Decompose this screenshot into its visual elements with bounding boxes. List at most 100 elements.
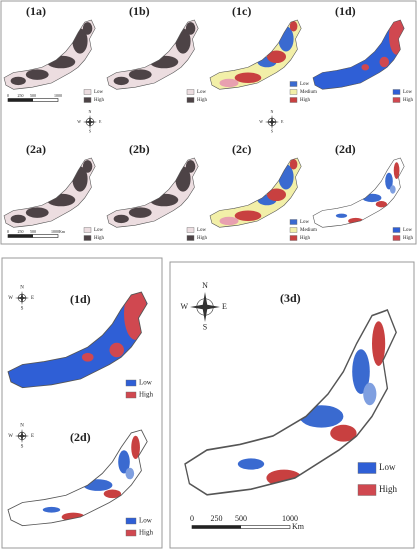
patch	[361, 64, 370, 71]
scale-bar-fill	[192, 525, 241, 529]
panel-label: (1a)	[26, 4, 46, 18]
legend-label: Low	[94, 90, 104, 95]
legend-label: Low	[94, 228, 104, 233]
legend-swatch	[289, 89, 298, 95]
patch	[237, 458, 265, 470]
scale-label: 250	[18, 229, 24, 234]
legend-label: High	[197, 98, 208, 103]
compass-letter: S	[271, 129, 273, 134]
legend-swatch	[83, 97, 92, 103]
patch	[125, 467, 135, 480]
scale-label: 0	[7, 93, 9, 98]
legend-label: Low	[197, 228, 207, 233]
patch	[330, 424, 357, 442]
scale-unit: Km	[292, 522, 305, 531]
legend-label: Low	[197, 90, 207, 95]
legend-swatch	[289, 227, 298, 233]
legend-swatch	[186, 97, 195, 103]
patch	[396, 20, 405, 29]
scale-label: 1000	[54, 93, 62, 98]
legend-label: Low	[403, 228, 413, 233]
legend-swatch	[289, 235, 298, 241]
region-map	[209, 157, 302, 228]
legend-swatch	[83, 235, 92, 241]
legend-swatch	[186, 89, 195, 95]
compass-star	[83, 115, 97, 129]
legend-swatch	[357, 484, 377, 496]
compass-letter: W	[259, 119, 263, 124]
patch	[267, 188, 286, 202]
top-frame	[0, 0, 417, 245]
panel-label: (2b)	[129, 142, 150, 156]
scale-label: 500	[235, 514, 247, 523]
scale-label: 250	[18, 93, 24, 98]
patch	[185, 22, 196, 35]
compass-letter: E	[31, 434, 34, 439]
right-frame	[169, 261, 415, 549]
patch	[124, 292, 148, 340]
legend-label: Low	[300, 220, 310, 225]
legend-label: High	[94, 98, 105, 103]
patch	[81, 352, 94, 362]
legend-label: High	[403, 98, 414, 103]
legend-label: High	[300, 236, 311, 241]
patch	[82, 22, 93, 35]
legend-swatch	[125, 379, 137, 387]
legend-swatch	[289, 97, 298, 103]
legend-swatch	[392, 89, 401, 95]
compass-letter: N	[20, 424, 24, 429]
compass-star	[15, 429, 29, 443]
compass-letter: N	[20, 286, 24, 291]
patch	[219, 78, 239, 88]
compass-star	[190, 292, 220, 322]
legend-label: High	[197, 236, 208, 241]
region-patches	[42, 435, 140, 522]
scale-label: 1000Km	[51, 229, 66, 234]
patch	[352, 349, 370, 394]
compass-letter: N	[89, 109, 92, 114]
scale-label: 500	[30, 229, 36, 234]
patch	[128, 207, 152, 218]
patch	[135, 292, 148, 304]
region-map	[312, 157, 405, 228]
scale-label: 500	[30, 93, 36, 98]
patch	[46, 55, 76, 69]
compass-letter: N	[202, 281, 208, 290]
panel-label: (2c)	[232, 142, 251, 156]
legend-swatch	[83, 89, 92, 95]
patch	[82, 160, 93, 173]
legend-label: Low	[139, 379, 153, 387]
patch	[372, 321, 386, 366]
region-base	[313, 158, 405, 228]
legend-label: High	[300, 98, 311, 103]
patch	[363, 382, 377, 406]
legend-swatch	[392, 235, 401, 241]
compass-letter: N	[271, 109, 274, 114]
compass-letter: E	[99, 119, 102, 124]
legend-swatch	[125, 517, 137, 525]
patch	[10, 214, 26, 224]
patch	[375, 201, 388, 208]
compass-letter: W	[8, 434, 13, 439]
scale-label: 0	[7, 229, 9, 234]
patch	[389, 20, 405, 55]
panel-label: (2a)	[26, 142, 46, 156]
compass-letter: S	[21, 307, 24, 312]
legend-label: High	[379, 484, 398, 494]
legend-swatch	[83, 227, 92, 233]
patch	[10, 76, 26, 86]
left-frame	[1, 257, 163, 549]
region-map	[106, 157, 199, 228]
patch	[103, 489, 122, 499]
patch	[289, 159, 298, 170]
compass-letter: S	[89, 129, 91, 134]
compass-letter: S	[203, 322, 207, 331]
panel-label: (1b)	[129, 4, 150, 18]
legend-swatch	[289, 219, 298, 225]
compass-letter: E	[31, 296, 34, 301]
patch	[289, 21, 298, 32]
legend-label: Medium	[300, 90, 317, 95]
region-map	[312, 19, 405, 90]
legend-label: High	[139, 391, 154, 399]
